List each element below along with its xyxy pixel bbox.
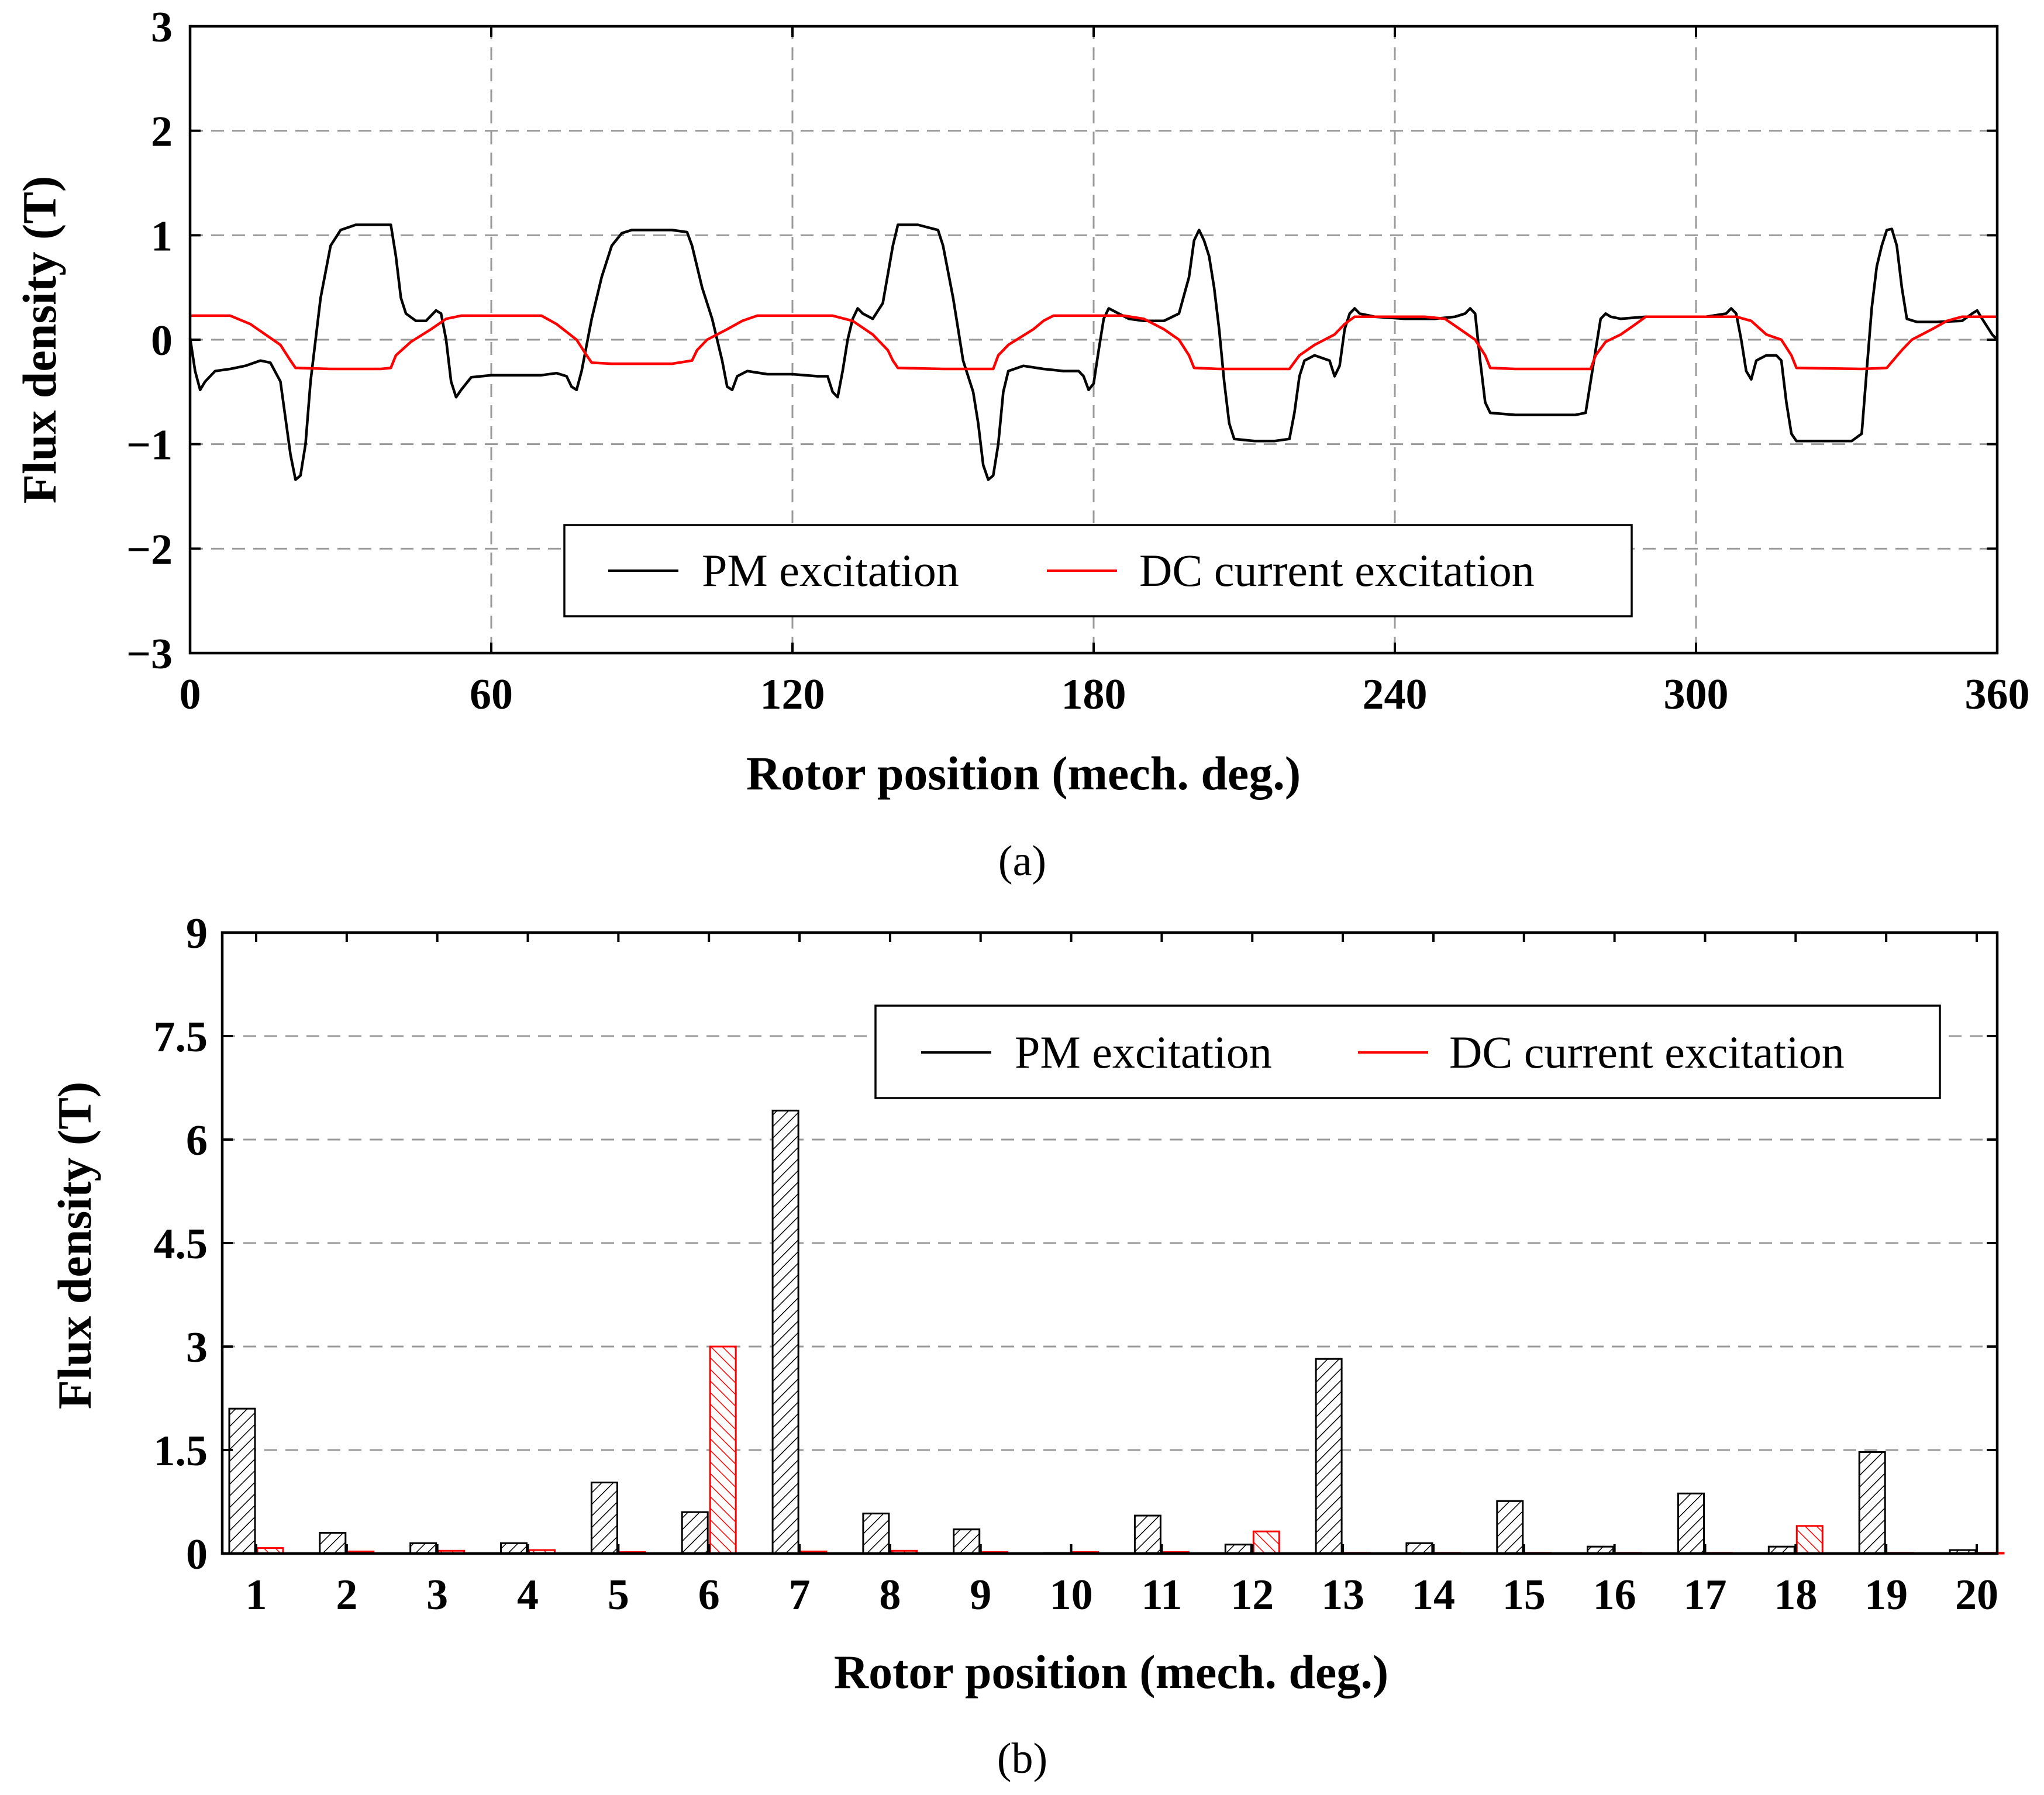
chart-b-xtick-label: 20 [1955, 1571, 1998, 1619]
chart-a-xtick-label: 120 [760, 671, 825, 719]
chart-a-ytick-label: −1 [126, 422, 173, 470]
chart-b-xtick-label: 18 [1774, 1571, 1817, 1619]
chart-b-ytick-label: 4.5 [154, 1220, 208, 1268]
chart-b-bar-pm-15 [1496, 1500, 1524, 1555]
chart-a-grid [190, 26, 1997, 653]
chart-a-ytick-label: −2 [126, 526, 173, 574]
chart-b-bar-pm-4 [500, 1542, 528, 1555]
chart-b-bar-dc-18 [1795, 1525, 1824, 1555]
chart-a-legend-pm: PM excitation [702, 545, 959, 596]
chart-b-bar-pm-2 [319, 1532, 347, 1555]
chart-b-xlabel: Rotor position (mech. deg.) [834, 1645, 1388, 1699]
chart-b-bar-pm-12 [1224, 1544, 1252, 1555]
chart-b-legend-pm: PM excitation [1015, 1027, 1272, 1078]
chart-b-xtick-label: 6 [698, 1571, 720, 1619]
chart-b-ytick-label: 9 [186, 910, 208, 958]
chart-a-xlabel: Rotor position (mech. deg.) [746, 747, 1301, 800]
chart-b-xtick-label: 9 [970, 1571, 991, 1619]
chart-b-bar-pm-3 [409, 1542, 437, 1555]
chart-b-xtick-label: 15 [1502, 1571, 1546, 1619]
chart-b-xtick-label: 8 [879, 1571, 901, 1619]
chart-a: 0 60 120 180 240 300 360 −3 −2 −1 0 1 2 3 Rotor posit… [13, 4, 2030, 885]
chart-b-xtick-label: 12 [1230, 1571, 1274, 1619]
chart-a-ytick-label: 0 [151, 317, 173, 365]
chart-b-bar-pm-11 [1133, 1514, 1161, 1555]
chart-b-bar-pm-13 [1315, 1358, 1343, 1555]
chart-b-xtick-label: 16 [1593, 1571, 1636, 1619]
chart-a-series-dc-line [190, 314, 1997, 371]
chart-b-ytick-label: 1.5 [154, 1427, 208, 1475]
chart-b-ylabel: Flux density (T) [48, 1082, 101, 1409]
chart-a-xtick-label: 240 [1363, 671, 1428, 719]
chart-b-bar-pm-14 [1405, 1542, 1433, 1555]
chart-b-bar-dc-12 [1252, 1530, 1280, 1555]
chart-a-ylabel: Flux density (T) [13, 176, 66, 503]
chart-b-xtick-label: 17 [1683, 1571, 1726, 1619]
chart-a-xtick-label: 300 [1664, 671, 1729, 719]
chart-b-ytick-label: 0 [186, 1531, 208, 1579]
chart-b-xtick-label: 19 [1864, 1571, 1908, 1619]
chart-a-ticks: 0 60 120 180 240 300 360 −3 −2 −1 0 1 2 3 [126, 4, 2030, 719]
chart-b-bar-pm-9 [953, 1528, 981, 1555]
chart-b-bar-pm-7 [771, 1109, 799, 1555]
chart-b-bar-pm-5 [590, 1482, 618, 1555]
chart-b-ytick-label: 6 [186, 1117, 208, 1165]
chart-a-caption: (a) [998, 837, 1046, 885]
chart-a-xtick-label: 0 [180, 671, 201, 719]
chart-b-bar-pm-19 [1858, 1451, 1886, 1555]
chart-b-ytick-label: 7.5 [154, 1013, 208, 1061]
chart-b: 01.534.567.591 2 3 4 5 6 7 8 9 10 11 12 13 14 15 16 17 18… [48, 910, 2005, 1783]
chart-b-xtick-label: 3 [426, 1571, 448, 1619]
chart-b-xtick-label: 10 [1050, 1571, 1093, 1619]
chart-b-bar-dc-6 [709, 1345, 737, 1555]
chart-a-xtick-label: 180 [1061, 671, 1126, 719]
chart-a-ytick-label: 1 [151, 212, 173, 260]
chart-a-ytick-label: 2 [151, 108, 173, 156]
chart-b-xtick-label: 7 [789, 1571, 811, 1619]
chart-a-ytick-label: 3 [151, 4, 173, 51]
chart-b-caption: (b) [997, 1735, 1047, 1783]
chart-b-bars [228, 1109, 2005, 1555]
chart-b-xtick-label: 11 [1141, 1571, 1182, 1619]
chart-a-xtick-label: 60 [470, 671, 513, 719]
chart-a-legend: PM excitation DC current excitation [563, 524, 1633, 617]
chart-a-xtick-label: 360 [1965, 671, 2030, 719]
chart-b-xtick-label: 2 [336, 1571, 357, 1619]
chart-a-series-pm-line [188, 223, 1998, 481]
chart-b-legend: PM excitation DC current excitation [874, 1004, 1941, 1099]
chart-b-xtick-label: 13 [1321, 1571, 1364, 1619]
chart-b-bar-pm-6 [681, 1511, 709, 1555]
chart-b-xtick-label: 4 [517, 1571, 539, 1619]
chart-a-legend-dc: DC current excitation [1139, 545, 1535, 596]
chart-a-lines [188, 223, 1998, 481]
chart-a-ytick-label: −3 [126, 630, 173, 678]
chart-b-ticks: 01.534.567.591 2 3 4 5 6 7 8 9 10 11 12 13 14 15 16 17 18… [154, 910, 1999, 1619]
chart-b-xtick-label: 14 [1412, 1571, 1455, 1619]
chart-b-bar-pm-8 [862, 1513, 890, 1555]
chart-b-bar-pm-17 [1677, 1492, 1705, 1555]
chart-b-xtick-label: 1 [246, 1571, 267, 1619]
chart-b-bar-pm-1 [228, 1407, 256, 1555]
chart-b-legend-dc: DC current excitation [1449, 1027, 1845, 1078]
chart-b-ytick-label: 3 [186, 1324, 208, 1372]
chart-b-xtick-label: 5 [608, 1571, 629, 1619]
